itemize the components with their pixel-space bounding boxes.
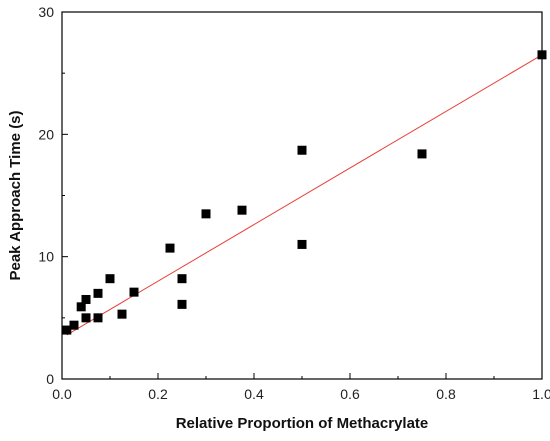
data-point [117,309,127,319]
data-point [177,299,187,309]
plot-frame [61,11,543,380]
points-layer [62,50,547,335]
x-tick-label: 0.2 [148,386,168,402]
ticks-layer: 0.0 0.2 0.4 0.6 0.8 1.0 0 10 20 30 [38,4,550,402]
trendline-layer [66,54,543,336]
data-point [201,209,211,219]
y-axis-title: Peak Approach Time (s) [7,110,24,280]
x-tick-label: 1.0 [532,386,550,402]
data-point [81,294,91,304]
y-tick-label: 30 [38,4,54,20]
data-point [165,243,175,253]
x-tick-label: 0.6 [340,386,360,402]
x-tick-label: 0.4 [244,386,264,402]
data-point [297,239,307,249]
data-point [76,302,86,312]
data-point [297,145,307,155]
data-point [417,149,427,159]
data-point [93,313,103,323]
data-point [93,288,103,298]
data-point [177,274,187,284]
data-point [62,325,72,335]
data-point [105,274,115,284]
data-point [129,287,139,297]
x-tick-label: 0.8 [436,386,456,402]
axes-layer [61,11,543,380]
trend-line [66,54,543,336]
y-tick-label: 0 [46,371,54,387]
data-point [69,320,79,330]
y-tick-label: 20 [38,126,54,142]
data-point [537,50,547,60]
x-axis-title: Relative Proportion of Methacrylate [176,415,429,432]
data-point [237,205,247,215]
x-tick-label: 0.0 [52,386,72,402]
y-tick-label: 10 [38,249,54,265]
data-point [81,313,91,323]
